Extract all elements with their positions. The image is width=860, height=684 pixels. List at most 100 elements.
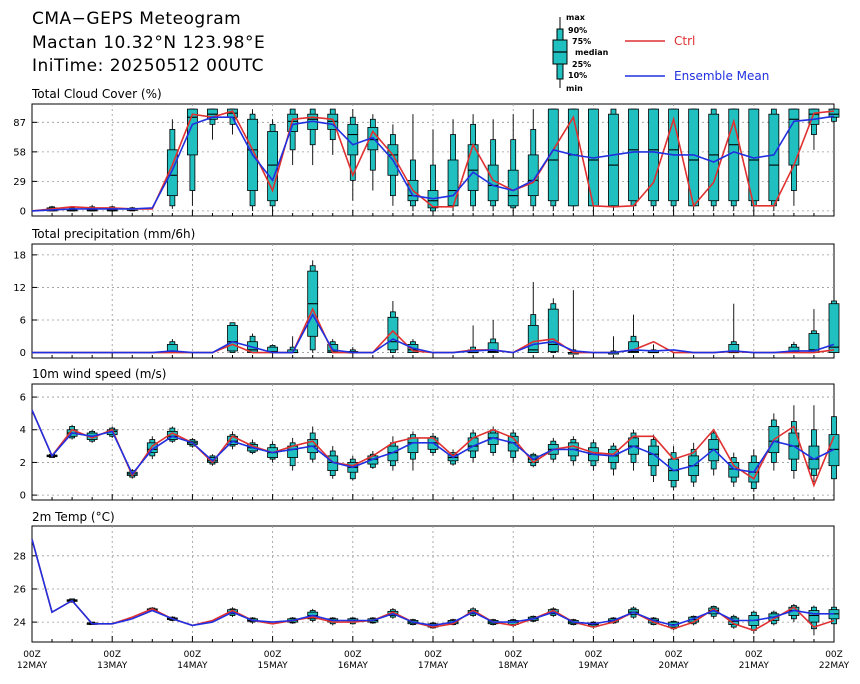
box-glyph: [828, 108, 840, 130]
box-inner: [487, 342, 499, 353]
box-glyph: [648, 108, 659, 211]
panel-title: Total Cloud Cover (%): [31, 87, 162, 101]
mean-series-line: [31, 115, 835, 212]
box-inner: [828, 303, 840, 353]
box-inner: [808, 108, 820, 125]
box-inner: [608, 113, 619, 207]
box-glyph: [628, 314, 639, 353]
legend-label-5: 10%: [568, 71, 587, 80]
panel-title: 2m Temp (°C): [32, 510, 115, 524]
legend-mean-label: Ensemble Mean: [674, 69, 769, 83]
legend-label-0: max: [566, 13, 586, 22]
box-inner: [547, 308, 559, 352]
y-tick-label: 0: [20, 206, 26, 217]
x-tick-label-top: 00Z: [103, 650, 121, 660]
x-tick-label-top: 00Z: [184, 650, 202, 660]
box-glyph: [487, 320, 499, 353]
x-tick-label-date: 22MAY: [819, 661, 850, 671]
y-tick-label: 24: [13, 618, 26, 629]
y-tick-label: 2: [20, 458, 26, 469]
box-glyph: [748, 108, 760, 211]
box-inner: [567, 108, 579, 207]
legend-label-3: median: [575, 48, 609, 57]
y-tick-label: 4: [20, 425, 26, 436]
box-inner: [547, 108, 559, 202]
ctrl-series-line: [31, 110, 835, 212]
panel-title: Total precipitation (mm/6h): [31, 227, 195, 241]
y-tick-label: 26: [13, 584, 26, 595]
box-inner: [227, 325, 238, 352]
box-glyph: [347, 109, 359, 201]
box-glyph: [387, 301, 399, 353]
y-tick-label: 58: [13, 147, 26, 158]
legend-label-2: 75%: [572, 37, 591, 46]
box-inner: [768, 113, 780, 202]
box-inner: [808, 610, 820, 623]
box-glyph: [828, 300, 840, 353]
x-tick-label-top: 00Z: [745, 650, 763, 660]
panel-0: Total Cloud Cover (%) 0 29 58 87: [13, 87, 840, 217]
y-tick-label: 6: [20, 316, 26, 327]
box-outer: [430, 164, 436, 212]
box-glyph: [287, 437, 299, 471]
y-tick-label: 29: [13, 177, 26, 188]
box-glyph: [808, 605, 820, 636]
x-tick-label-date: 13MAY: [97, 661, 128, 671]
ctrl-series-line: [31, 409, 835, 488]
box-glyph: [227, 322, 238, 353]
x-tick-label-date: 15MAY: [258, 661, 289, 671]
y-tick-label: 6: [20, 393, 26, 404]
y-tick-label: 0: [20, 348, 26, 359]
box-inner: [708, 113, 720, 202]
box-glyph: [708, 108, 720, 211]
box-glyph: [588, 108, 599, 211]
box-glyph: [688, 108, 700, 211]
box-glyph: [608, 108, 619, 211]
mean-series-line: [31, 409, 835, 476]
legend-label-1: 90%: [568, 26, 587, 35]
box-glyph: [768, 108, 780, 211]
box-inner: [648, 108, 659, 202]
x-tick-label-date: 19MAY: [578, 661, 609, 671]
x-tick-label-date: 17MAY: [418, 661, 449, 671]
mean-series-line: [31, 539, 834, 627]
x-axis-labels: 00Z12MAY00Z13MAY00Z14MAY00Z15MAY00Z16MAY…: [17, 650, 850, 671]
box-inner: [287, 113, 299, 132]
legend-label-4: 25%: [572, 60, 591, 69]
box-glyph: [527, 282, 539, 353]
legend-label-6: min: [566, 84, 583, 93]
box-glyph: [547, 108, 559, 211]
panel-title: 10m wind speed (m/s): [32, 367, 166, 381]
chart-panels: Total Cloud Cover (%) 0 29 58 87 Total precip…: [13, 87, 840, 643]
panel-2: 10m wind speed (m/s) 0 2 4 6: [20, 367, 840, 502]
box-glyph: [267, 344, 279, 353]
box-glyph: [547, 298, 559, 353]
x-tick-label-top: 00Z: [504, 650, 522, 660]
x-tick-label-date: 20MAY: [659, 661, 690, 671]
legend-ctrl-label: Ctrl: [674, 34, 695, 48]
y-tick-label: 18: [13, 250, 26, 261]
box-inner: [748, 108, 760, 202]
x-tick-label-top: 00Z: [665, 650, 683, 660]
box-inner: [527, 325, 539, 353]
location-label: Mactan 10.32°N 123.98°E: [32, 33, 265, 53]
box-inner: [186, 108, 198, 156]
chart-title: CMA−GEPS Meteogram: [32, 9, 241, 29]
box-glyph: [668, 108, 679, 211]
box-inner: [648, 445, 659, 467]
x-tick-label-top: 00Z: [23, 650, 41, 660]
x-tick-label-date: 18MAY: [498, 661, 529, 671]
box-inner: [166, 149, 178, 197]
box-inner: [347, 123, 359, 156]
panel-3: 2m Temp (°C) 24 26 28: [13, 510, 840, 643]
x-tick-label-top: 00Z: [264, 650, 282, 660]
box-inner: [387, 316, 399, 351]
box-glyph: [728, 303, 740, 354]
box-inner: [447, 159, 459, 207]
init-time-label: IniTime: 20250512 00UTC: [32, 56, 264, 76]
x-tick-label-date: 12MAY: [17, 661, 48, 671]
y-tick-label: 12: [13, 283, 26, 294]
x-tick-label-top: 00Z: [344, 650, 362, 660]
